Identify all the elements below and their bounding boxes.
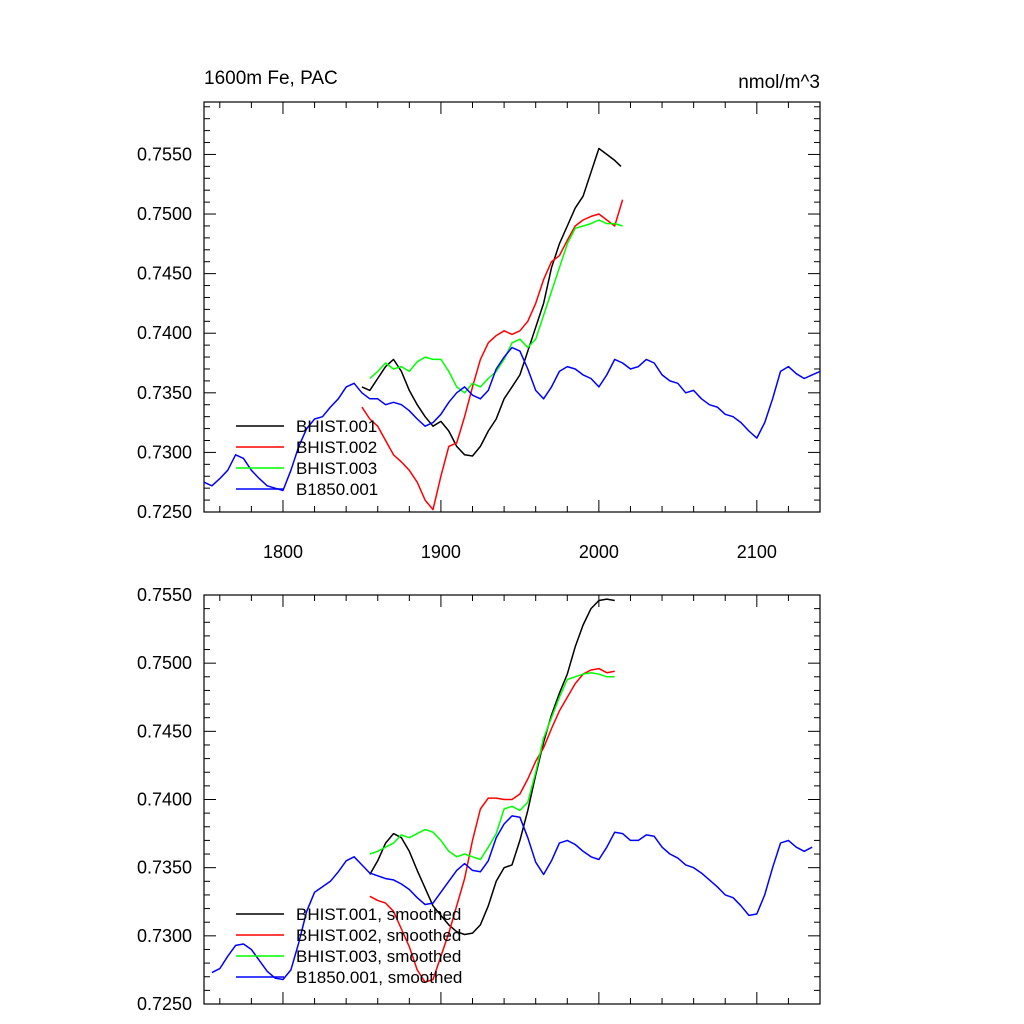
x-tick-label: 1900 — [421, 542, 461, 562]
y-tick-label: 0.7350 — [137, 858, 192, 878]
x-tick-label: 2100 — [737, 542, 777, 562]
legend-label: B1850.001, smoothed — [296, 968, 462, 987]
series-line — [369, 598, 615, 936]
legend-label: BHIST.001, smoothed — [296, 905, 461, 924]
series-line — [369, 667, 615, 983]
legend-label: BHIST.002 — [296, 438, 377, 457]
y-tick-label: 0.7250 — [137, 994, 192, 1014]
x-tick-label: 2000 — [579, 542, 619, 562]
series-line — [203, 346, 821, 492]
bottom-panel: 0.7250 0.7300 0.7350 0.7400 0.7450 0.7500 0.75… — [137, 585, 821, 1014]
x-tick-label: 1800 — [263, 542, 303, 562]
y-tick-label: 0.7500 — [137, 653, 192, 673]
legend-label: BHIST.003 — [296, 459, 377, 478]
y-tick-label: 0.7550 — [137, 585, 192, 605]
plot-frame — [203, 101, 821, 513]
units-label: nmol/m^3 — [738, 72, 820, 93]
legend-label: B1850.001 — [296, 480, 378, 499]
y-tick-label: 0.7500 — [137, 204, 192, 224]
y-tick-label: 0.7400 — [137, 790, 192, 810]
y-tick-label: 0.7400 — [137, 323, 192, 343]
legend-label: BHIST.003, smoothed — [296, 947, 461, 966]
series-line — [369, 671, 615, 861]
chart-title: 1600m Fe, PAC — [204, 68, 338, 89]
series-line — [361, 199, 624, 511]
legend-label: BHIST.002, smoothed — [296, 926, 461, 945]
series-line — [361, 147, 622, 457]
y-tick-label: 0.7300 — [137, 926, 192, 946]
top-panel: 1600m Fe, PAC nmol/m^3 0.7250 0.7300 0.735… — [137, 68, 821, 562]
y-tick-label: 0.7350 — [137, 383, 192, 403]
y-tick-label: 0.7450 — [137, 264, 192, 284]
y-tick-label: 0.7450 — [137, 721, 192, 741]
y-tick-label: 0.7300 — [137, 442, 192, 462]
y-tick-label: 0.7250 — [137, 502, 192, 522]
bottom-plot-area: 0.7250 0.7300 0.7350 0.7400 0.7450 0.7500 0.75… — [137, 585, 821, 1014]
y-tick-label: 0.7550 — [137, 144, 192, 164]
legend-label: BHIST.001 — [296, 417, 377, 436]
series-line — [211, 815, 813, 981]
top-plot-area: 0.7250 0.7300 0.7350 0.7400 0.7450 0.7500 0.75… — [137, 101, 821, 562]
series-line — [369, 219, 623, 394]
